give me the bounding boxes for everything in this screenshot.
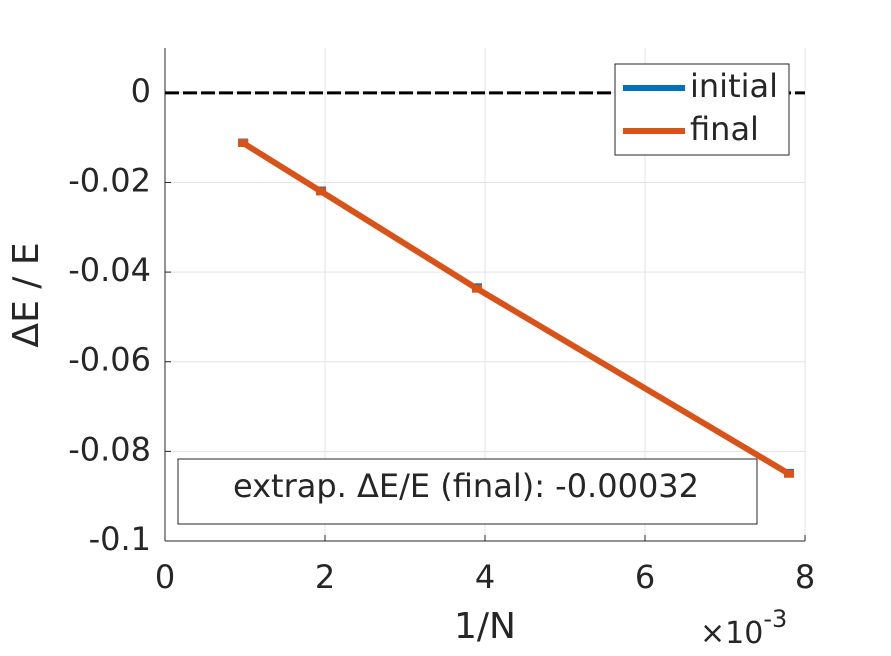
y-axis-label: ΔE / E: [6, 242, 47, 347]
y-tick-label: -0.08: [68, 430, 151, 468]
y-tick-label: -0.1: [89, 520, 151, 558]
x-tick-label: 6: [635, 558, 655, 596]
x-tick-label: 0: [155, 558, 175, 596]
legend-label: final: [690, 110, 759, 148]
x-tick-label: 4: [475, 558, 495, 596]
x-axis-label: 1/N: [454, 606, 516, 647]
annotation: extrap. ΔE/E (final): -0.00032: [233, 467, 699, 505]
y-tick-label: -0.04: [68, 251, 151, 289]
x-exponent-base: ×10: [700, 616, 763, 651]
x-tick-label: 2: [315, 558, 335, 596]
legend-label: initial: [690, 67, 778, 105]
marker: [472, 284, 482, 293]
x-tick-label: 8: [795, 558, 815, 596]
series-line: [241, 140, 791, 477]
marker: [784, 469, 794, 478]
marker: [238, 139, 249, 148]
marker: [316, 187, 326, 196]
y-tick-label: -0.02: [68, 161, 151, 199]
annotation-box: [177, 458, 758, 525]
y-tick-label: 0: [131, 72, 151, 110]
legend-box: [614, 63, 790, 156]
x-exponent-power: -3: [763, 605, 787, 633]
x-exponent: ×10-3: [700, 605, 787, 651]
y-tick-label: -0.06: [68, 341, 151, 379]
